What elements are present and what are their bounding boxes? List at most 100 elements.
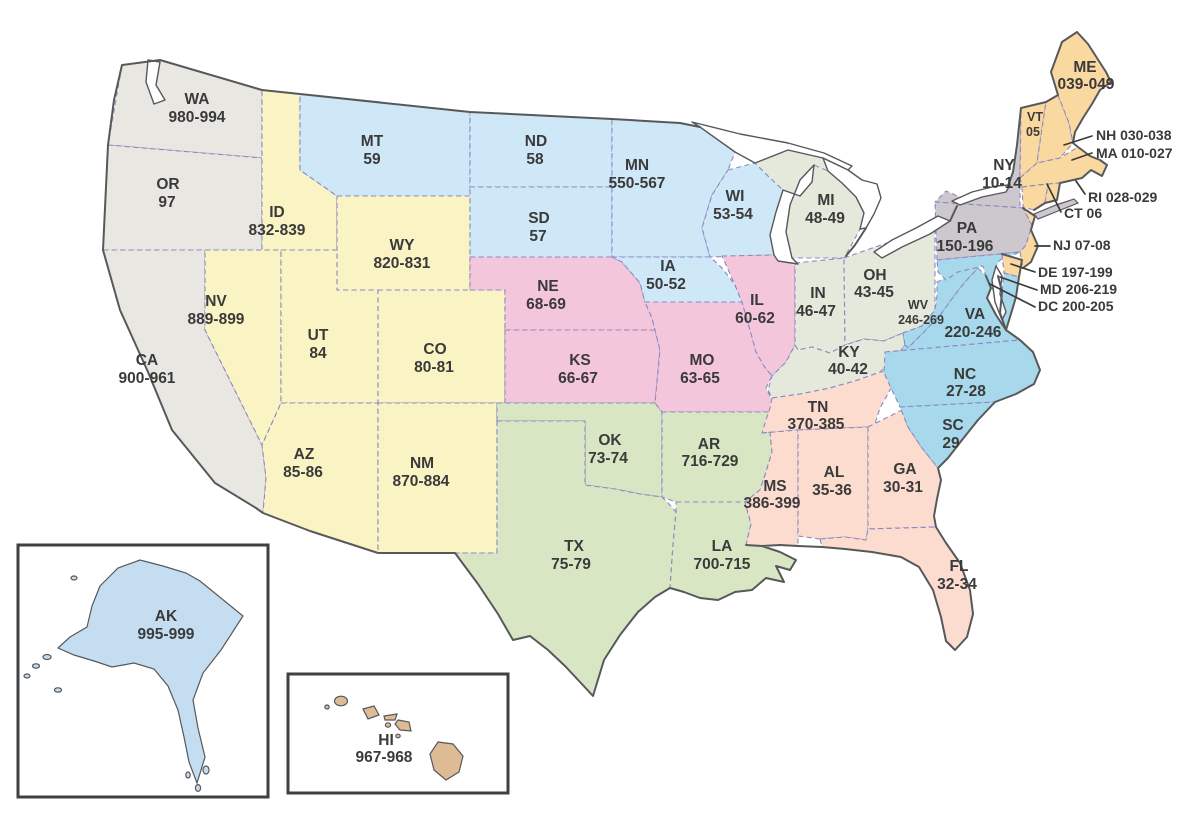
state-ky-zip-label: 40-42 — [828, 361, 868, 378]
state-mt-zip-label: 59 — [363, 151, 381, 168]
state-sd-abbr-label: SD — [528, 210, 550, 227]
state-ny-zip-label: 10-14 — [982, 175, 1022, 192]
hawaii-island-big-island — [429, 741, 464, 781]
state-mi-zip-label: 48-49 — [805, 210, 845, 227]
state-mn-zip-label: 550-567 — [609, 175, 666, 192]
state-wy-abbr-label: WY — [390, 237, 416, 254]
alaska-island-2 — [31, 663, 41, 669]
state-ms-abbr-label: MS — [763, 478, 786, 495]
hawaii-island-kahoolawe — [395, 733, 401, 739]
state-mt-shape — [299, 93, 471, 197]
callout-de-label: DE 197-199 — [1038, 264, 1113, 280]
state-sc-shape — [899, 401, 996, 469]
hawaii-island-lanai — [384, 722, 392, 728]
callout-md-line — [999, 276, 1038, 291]
state-al-zip-label: 35-36 — [812, 482, 852, 499]
state-ne-zip-label: 68-69 — [526, 296, 566, 313]
state-mo-abbr-label: MO — [690, 352, 715, 369]
alaska-island-3 — [23, 673, 31, 679]
callout-ct-label: CT 06 — [1064, 205, 1102, 221]
callout-leader-lines — [989, 135, 1093, 308]
state-mo-zip-label: 63-65 — [680, 370, 720, 387]
state-or-abbr-label: OR — [156, 176, 179, 193]
state-tn-shape — [761, 370, 903, 434]
state-nc-zip-label: 27-28 — [946, 383, 986, 400]
state-id-zip-label: 832-839 — [249, 222, 306, 239]
long-island-shape — [1033, 198, 1080, 220]
state-va-abbr-label: VA — [965, 306, 985, 323]
state-ne-abbr-label: NE — [537, 278, 559, 295]
state-fl-abbr-label: FL — [950, 558, 969, 575]
lake-ontario-shape — [951, 184, 1011, 206]
state-ut-abbr-label: UT — [308, 327, 329, 344]
state-nv-zip-label: 889-899 — [188, 311, 245, 328]
state-ia-abbr-label: IA — [660, 258, 676, 275]
callout-nh-line — [1063, 135, 1093, 146]
chesapeake-bay-shape — [991, 265, 1007, 321]
state-il-abbr-label: IL — [750, 292, 764, 309]
state-ms-shape — [744, 429, 799, 547]
state-mt-abbr-label: MT — [361, 133, 384, 150]
alaska-tail-island-1 — [202, 765, 210, 775]
callout-labels: NH 030-038 MA 010-027 RI 028-029 CT 06 N… — [1038, 127, 1173, 314]
callout-de-line — [1010, 263, 1036, 273]
callout-ri-line — [1075, 180, 1086, 195]
state-la-abbr-label: LA — [712, 538, 733, 555]
state-la-shape — [669, 501, 797, 601]
state-wv-abbr-label: WV — [908, 298, 929, 312]
state-vt-zip-label: 05 — [1026, 125, 1040, 139]
callout-ma-label: MA 010-027 — [1096, 145, 1173, 161]
state-wv-zip-label: 246-269 — [898, 313, 944, 327]
alaska-island-5 — [70, 575, 78, 581]
state-or-zip-label: 97 — [158, 194, 175, 211]
state-il-zip-label: 60-62 — [735, 310, 775, 327]
state-al-abbr-label: AL — [824, 464, 845, 481]
state-ar-abbr-label: AR — [698, 436, 720, 453]
state-ok-zip-label: 73-74 — [588, 450, 628, 467]
state-hi-abbr-label: HI — [378, 732, 394, 749]
alaska-inset: AK 995-999 — [16, 543, 270, 799]
state-nc-abbr-label: NC — [954, 366, 976, 383]
callout-nh-label: NH 030-038 — [1096, 127, 1172, 143]
state-az-abbr-label: AZ — [294, 446, 315, 463]
state-me-zip-label: 039-049 — [1058, 76, 1115, 93]
state-ca-zip-label: 900-961 — [119, 370, 176, 387]
state-in-zip-label: 46-47 — [796, 303, 836, 320]
state-sd-zip-label: 57 — [529, 228, 546, 245]
callout-dc-label: DC 200-205 — [1038, 298, 1114, 314]
state-tx-zip-label: 75-79 — [551, 556, 591, 573]
state-wa-abbr-label: WA — [185, 91, 210, 108]
callout-ma-line — [1071, 152, 1093, 161]
alaska-island-4 — [53, 687, 63, 693]
lake-michigan-shape — [769, 164, 815, 265]
state-ar-zip-label: 716-729 — [682, 453, 739, 470]
alaska-island-1 — [42, 653, 52, 661]
state-ak-abbr-label: AK — [155, 608, 178, 625]
state-wi-zip-label: 53-54 — [713, 206, 753, 223]
state-ga-abbr-label: GA — [893, 461, 916, 478]
state-ky-abbr-label: KY — [838, 344, 860, 361]
alaska-tail-island-3 — [185, 771, 191, 779]
callout-ct-line — [1046, 183, 1062, 213]
state-nv-shape — [204, 249, 282, 446]
hawaii-inset-box — [286, 672, 510, 795]
hawaii-inset: HI 967-968 — [286, 672, 510, 795]
hawaii-island-niihau — [324, 704, 330, 710]
state-pa-zip-label: 150-196 — [937, 238, 994, 255]
state-ks-zip-label: 66-67 — [558, 370, 598, 387]
national-outline — [102, 31, 1112, 697]
state-nd-zip-label: 58 — [526, 151, 544, 168]
hawaii-island-oahu — [362, 705, 380, 720]
state-sc-abbr-label: SC — [942, 417, 964, 434]
state-fl-zip-label: 32-34 — [937, 576, 977, 593]
state-mi-abbr-label: MI — [817, 192, 834, 209]
callout-dc-line — [989, 283, 1036, 308]
state-nm-zip-label: 870-884 — [393, 473, 450, 490]
state-ct-shape — [1021, 183, 1049, 211]
state-nm-abbr-label: NM — [410, 455, 434, 472]
state-ak-shape — [56, 559, 244, 785]
state-la-zip-label: 700-715 — [694, 556, 751, 573]
callout-ri-label: RI 028-029 — [1088, 189, 1157, 205]
callout-nj-label: NJ 07-08 — [1053, 237, 1111, 253]
